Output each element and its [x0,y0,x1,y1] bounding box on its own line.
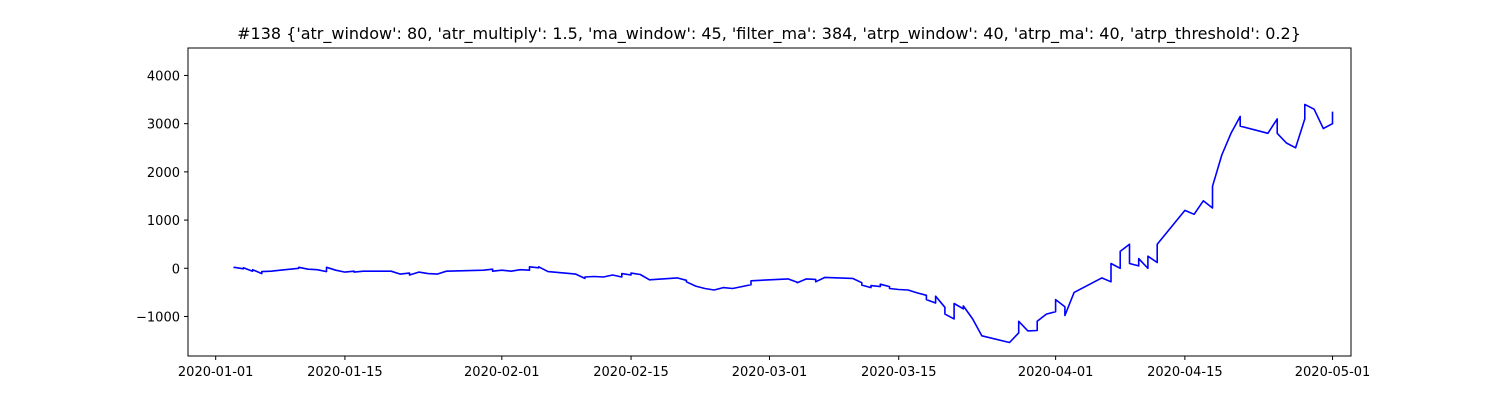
x-tick-label: 2020-01-15 [307,365,383,380]
y-tick-label: 3000 [147,118,180,133]
x-axis: 2020-01-01 2020-01-15 2020-02-01 2020-02-15… [178,356,1370,380]
x-tick-label: 2020-04-01 [1018,365,1094,380]
y-tick-label: 0 [172,262,180,277]
plot-area [187,47,1352,357]
x-tick-label: 2020-04-15 [1147,365,1223,380]
x-tick-label: 2020-02-15 [593,365,669,380]
series-line [233,103,1334,344]
y-tick-label: 2000 [147,166,180,181]
y-tick-label: 1000 [147,214,180,229]
x-tick-label: 2020-05-01 [1295,365,1371,380]
y-axis: −1000 0 1000 2000 3000 4000 [136,69,188,325]
x-tick-label: 2020-02-01 [464,365,540,380]
chart-title: #138 {'atr_window': 80, 'atr_multiply': … [237,24,1301,44]
y-tick-label: 4000 [147,69,180,84]
x-tick-label: 2020-03-01 [732,365,808,380]
y-tick-label: −1000 [136,310,180,325]
x-tick-label: 2020-01-01 [178,365,254,380]
x-tick-label: 2020-03-15 [861,365,937,380]
